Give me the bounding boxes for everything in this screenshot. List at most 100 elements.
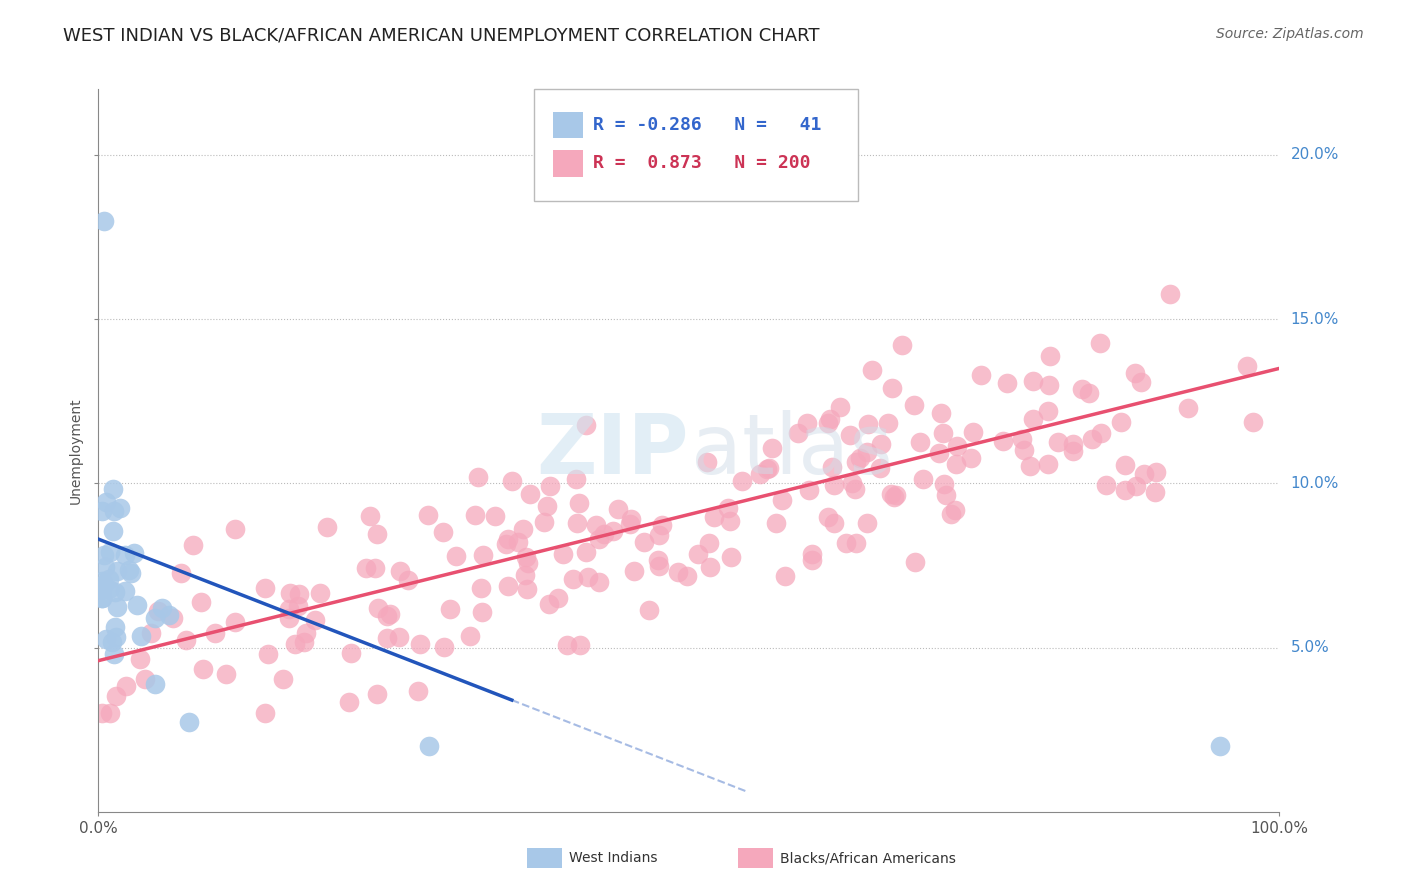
Point (1036, 404, 1059, 418)
Point (418, 508, 440, 522)
Point (553, 547, 575, 561)
Point (104, 585, 127, 599)
Point (585, 517, 607, 532)
Point (1095, 478, 1118, 492)
Point (157, 608, 180, 623)
Text: Blacks/African Americans: Blacks/African Americans (780, 851, 956, 865)
Point (181, 538, 204, 552)
Point (856, 445, 879, 459)
Point (574, 417, 596, 432)
Point (162, 611, 184, 625)
Point (96, 632, 118, 647)
Point (1036, 457, 1059, 471)
Point (101, 635, 124, 649)
Point (114, 583, 136, 598)
Point (648, 559, 671, 574)
Point (98, 545, 121, 559)
Point (533, 515, 555, 529)
Point (869, 460, 891, 475)
Point (908, 435, 931, 450)
Point (856, 516, 879, 530)
Point (891, 338, 914, 352)
Point (758, 460, 780, 475)
Point (538, 597, 561, 611)
Point (1039, 349, 1062, 363)
Point (495, 536, 517, 550)
Point (588, 533, 610, 547)
Point (93, 548, 115, 562)
Point (93, 577, 115, 591)
Point (928, 446, 950, 460)
Point (845, 536, 868, 550)
Point (292, 635, 315, 649)
Point (960, 451, 983, 466)
Point (765, 516, 787, 530)
Point (98, 572, 121, 586)
Point (257, 647, 280, 661)
Point (860, 363, 883, 377)
Point (105, 599, 128, 614)
Point (277, 611, 299, 625)
Point (941, 507, 963, 521)
Point (880, 380, 903, 394)
Point (378, 607, 401, 621)
Point (433, 640, 456, 655)
Point (515, 568, 537, 582)
Point (287, 587, 309, 601)
Point (1012, 443, 1035, 458)
Point (749, 467, 772, 482)
Point (118, 563, 141, 577)
Point (367, 601, 389, 615)
Point (547, 591, 569, 605)
Point (567, 495, 589, 509)
Point (844, 483, 866, 497)
Point (134, 672, 156, 686)
Point (224, 615, 246, 629)
Point (444, 549, 467, 564)
Point (1209, 739, 1232, 753)
Point (1038, 378, 1060, 392)
Point (932, 477, 955, 491)
Point (458, 629, 481, 643)
Point (91, 591, 114, 605)
Point (720, 549, 742, 564)
Point (366, 526, 388, 541)
Point (1114, 483, 1136, 497)
Point (364, 560, 387, 574)
Point (1132, 467, 1154, 481)
Point (498, 578, 520, 592)
Point (470, 581, 492, 595)
Point (945, 457, 967, 471)
Point (567, 516, 589, 530)
Point (101, 482, 124, 496)
Point (839, 428, 862, 442)
Point (484, 509, 506, 524)
Point (555, 638, 578, 652)
Point (592, 527, 614, 541)
Point (375, 608, 398, 623)
Point (697, 536, 720, 550)
Point (995, 376, 1018, 390)
Point (564, 472, 586, 486)
Text: R = -0.286   N =   41: R = -0.286 N = 41 (593, 116, 821, 134)
Point (93, 213, 115, 227)
Point (512, 522, 534, 536)
Point (114, 548, 136, 562)
Point (870, 436, 893, 450)
Point (796, 416, 818, 430)
Point (575, 545, 598, 559)
Point (1144, 466, 1167, 480)
Point (1046, 434, 1069, 449)
Point (773, 569, 796, 583)
Point (538, 479, 561, 493)
Point (703, 509, 725, 524)
Point (823, 516, 845, 531)
Point (932, 426, 955, 441)
Point (91, 706, 114, 721)
Point (389, 565, 412, 579)
Point (105, 564, 128, 578)
Point (1159, 287, 1181, 301)
Point (254, 706, 277, 721)
Point (471, 605, 494, 619)
Point (105, 690, 128, 704)
